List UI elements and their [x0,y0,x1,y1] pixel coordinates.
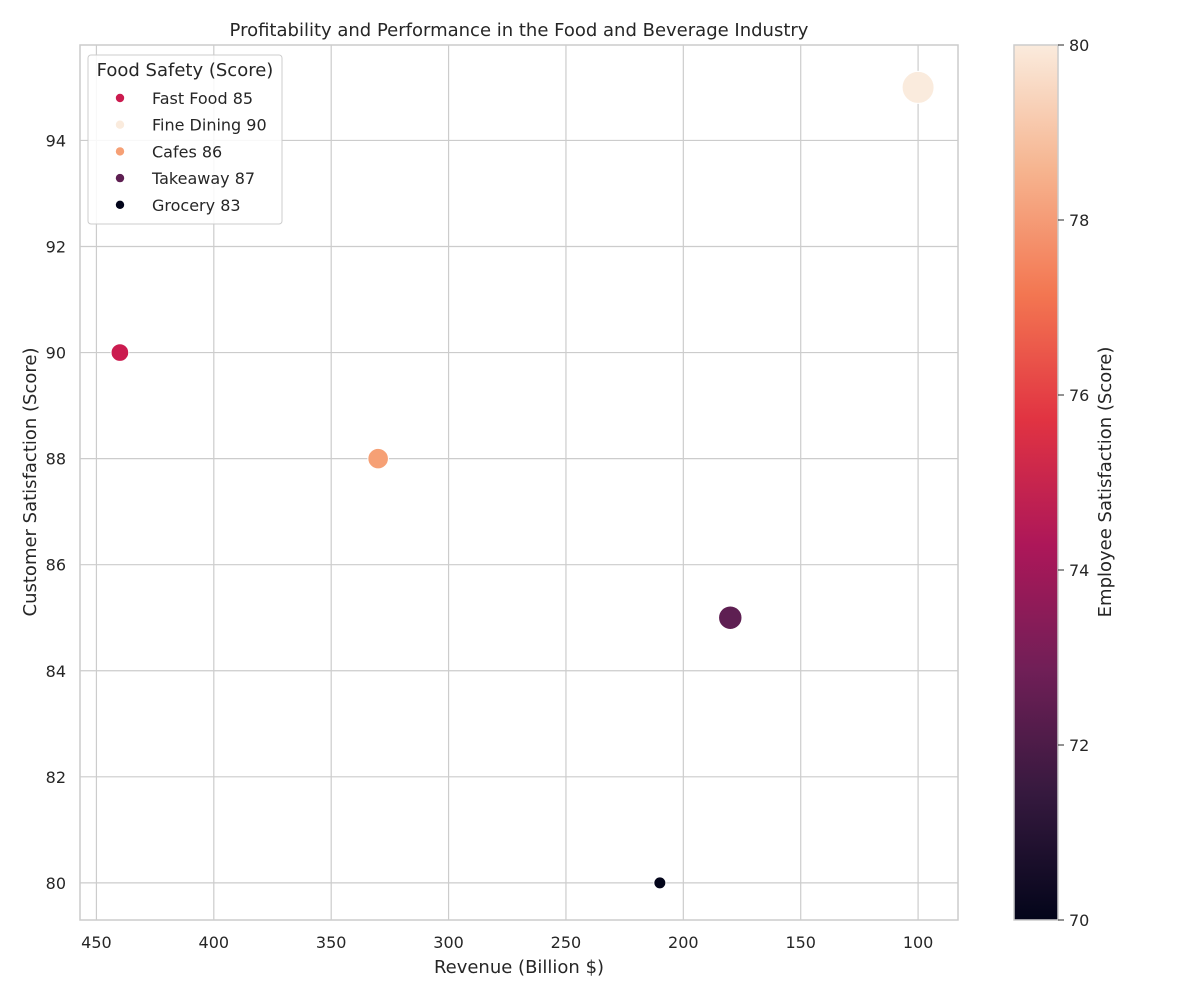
x-tick-label: 200 [668,933,699,952]
data-point [367,447,389,470]
legend: Food Safety (Score) Fast Food 85 Fine Din… [87,54,283,225]
legend-item-label: Fine Dining 90 [152,116,267,135]
y-tick-label: 94 [46,131,66,150]
legend-item-label: Fast Food 85 [152,89,253,108]
x-tick-label: 300 [433,933,464,952]
legend-item-label: Cafes 86 [152,142,222,161]
data-point [901,70,935,104]
y-tick-label: 88 [46,450,66,469]
legend-item-label: Grocery 83 [152,196,241,215]
data-points [110,70,935,890]
colorbar-gradient [1013,44,1059,921]
data-point [718,605,743,630]
x-tick-label: 350 [316,933,347,952]
legend-item-label: Takeaway 87 [151,169,255,188]
grid [80,45,958,920]
x-tick-label: 150 [785,933,816,952]
colorbar-tick-label: 80 [1069,36,1089,55]
colorbar: 70 72 74 76 78 80 Employee Satisfaction (Scor… [1013,36,1116,930]
legend-marker [115,147,125,156]
x-tick-label: 250 [551,933,582,952]
y-tick-label: 92 [46,238,66,257]
y-tick-label: 86 [46,556,66,575]
data-point [110,343,130,362]
y-tick-label: 82 [46,768,66,787]
legend-marker [115,120,125,129]
y-tick-label: 80 [46,874,66,893]
y-tick-label: 90 [46,344,66,363]
x-tick-label: 400 [199,933,230,952]
data-point [653,876,667,890]
axis-ticks: 450 400 350 300 250 200 150 100 80 82 84 86 88 90 92 94 [46,131,934,952]
chart-title: Profitability and Performance in the Foo… [230,20,809,41]
x-tick-label: 100 [903,933,934,952]
colorbar-tick-label: 72 [1069,736,1089,755]
y-axis-title: Customer Satisfaction (Score) [20,348,41,617]
x-axis-title: Revenue (Billion $) [434,957,604,978]
colorbar-label: Employee Satisfaction (Score) [1095,347,1116,618]
legend-marker [115,200,125,209]
y-tick-label: 84 [46,662,66,681]
legend-frame [87,54,283,225]
colorbar-tick-label: 74 [1069,561,1089,580]
x-tick-label: 450 [81,933,112,952]
legend-marker [115,93,125,103]
legend-title: Food Safety (Score) [97,60,274,81]
plot-area-frame [79,44,959,921]
colorbar-tick-label: 70 [1069,911,1089,930]
legend-marker [115,173,125,183]
colorbar-tick-label: 76 [1069,386,1089,405]
colorbar-tick-label: 78 [1069,211,1089,230]
